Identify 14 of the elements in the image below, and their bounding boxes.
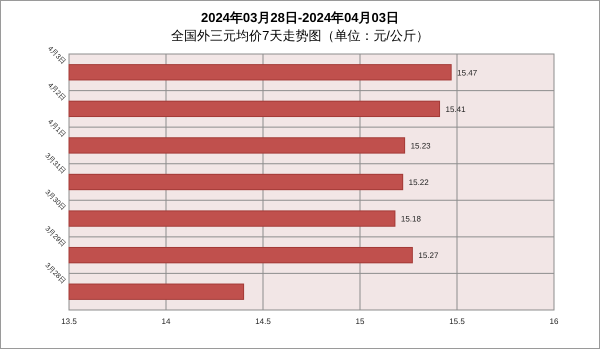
x-tick-label: 15.5: [449, 317, 466, 326]
data-label: 15.23: [410, 141, 432, 150]
data-label: 15.41: [446, 104, 466, 114]
chart-title: 2024年03月28日-2024年04月03日: [200, 10, 400, 25]
data-label: 15.22: [408, 178, 430, 187]
x-tick-label: 16: [550, 317, 559, 326]
x-tick-label: 15: [356, 317, 365, 326]
chart-subtitle: 全国外三元均价7天走势图（单位：元/公斤）: [171, 28, 429, 43]
x-tick-label: 13.5: [61, 317, 78, 326]
data-label: 15.18: [400, 214, 422, 224]
data-label: 15.47: [457, 68, 478, 78]
x-tick-label: 14: [162, 317, 171, 326]
x-tick-label: 14.5: [255, 317, 272, 326]
data-label: 15.27: [418, 251, 439, 260]
